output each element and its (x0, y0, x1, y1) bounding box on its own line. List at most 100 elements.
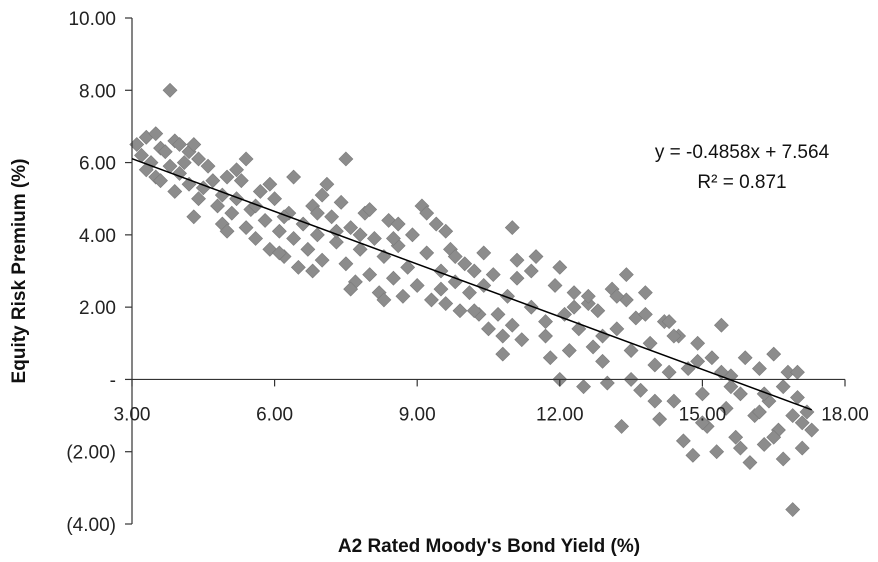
data-point (609, 321, 625, 337)
data-point (248, 231, 264, 246)
data-point (419, 245, 435, 261)
trendline-equation: y = -0.4858x + 7.564 (655, 142, 830, 163)
data-point (566, 299, 582, 315)
data-point (580, 288, 596, 304)
data-point (652, 411, 668, 427)
data-point (713, 317, 729, 333)
data-point (324, 209, 340, 225)
data-point (343, 220, 359, 236)
data-point (585, 339, 601, 355)
data-point (338, 151, 354, 167)
data-point (633, 382, 649, 398)
data-point (229, 162, 244, 178)
data-point (186, 209, 202, 225)
data-point (457, 256, 473, 272)
data-point (538, 314, 553, 330)
data-point (566, 285, 582, 301)
y-tick-label: 2.00 (79, 298, 116, 319)
data-point (271, 245, 287, 261)
data-point (362, 202, 378, 217)
data-point (191, 191, 206, 207)
data-point (737, 350, 753, 366)
trendline-r-squared: R² = 0.871 (697, 172, 786, 193)
data-point (495, 328, 511, 344)
data-point (694, 386, 710, 402)
data-point (205, 173, 221, 189)
x-axis-ticks: 3.00 6.00 9.00 12.00 15.00 18.00 (114, 379, 869, 425)
data-point (661, 364, 677, 380)
y-axis-ticks: 10.00 8.00 6.00 4.00 2.00 - (2.00) (4.00) (66, 9, 132, 536)
data-point (271, 223, 287, 239)
data-point (405, 227, 420, 243)
data-point (433, 281, 449, 297)
data-point (238, 151, 254, 167)
data-point (138, 162, 154, 178)
data-point (309, 227, 325, 243)
data-point (637, 285, 653, 301)
data-point (504, 317, 520, 333)
x-tick-label: 18.00 (821, 404, 869, 425)
data-point (186, 137, 202, 152)
data-point (595, 353, 611, 369)
y-tick-label: 4.00 (79, 226, 116, 247)
data-point (547, 278, 563, 293)
data-point (723, 379, 739, 395)
data-point (362, 267, 378, 283)
data-point (675, 433, 691, 449)
x-tick-label: 3.00 (114, 404, 151, 425)
data-point (167, 184, 183, 199)
data-point (148, 126, 164, 142)
data-point (466, 263, 482, 279)
data-point (424, 292, 439, 308)
data-point (756, 437, 772, 452)
data-point (733, 386, 748, 402)
data-point (523, 299, 539, 315)
data-point (561, 343, 577, 358)
data-point (504, 220, 520, 236)
y-tick-label: 8.00 (79, 81, 116, 102)
data-point (709, 444, 725, 460)
data-point (609, 288, 625, 304)
data-point (718, 400, 734, 416)
data-point (219, 169, 235, 185)
x-tick-label: 15.00 (679, 404, 727, 425)
data-point (485, 267, 501, 283)
data-point (538, 328, 553, 344)
data-point (614, 418, 630, 434)
data-point (214, 187, 230, 203)
data-point (514, 332, 530, 348)
data-point (466, 303, 482, 319)
data-point (804, 422, 820, 438)
data-point (438, 223, 454, 239)
data-point (338, 256, 354, 272)
x-tick-label: 6.00 (256, 404, 293, 425)
data-point (386, 270, 401, 286)
data-point (300, 241, 316, 257)
data-point (752, 404, 767, 420)
data-point (400, 259, 416, 275)
y-axis-title: Equity Risk Premium (%) (9, 159, 30, 384)
data-point (476, 245, 492, 261)
data-point (157, 144, 173, 160)
data-point (390, 216, 406, 232)
data-point (666, 328, 682, 344)
data-point (305, 263, 321, 279)
data-point (210, 198, 225, 214)
data-point (661, 314, 677, 330)
data-point (409, 278, 425, 293)
data-point (438, 296, 454, 311)
data-point (224, 205, 240, 221)
y-tick-label: 10.00 (68, 9, 116, 30)
data-point (552, 259, 568, 275)
data-point (290, 259, 306, 275)
data-point (153, 173, 168, 189)
data-point (785, 502, 801, 517)
data-point (576, 379, 591, 395)
data-point (262, 241, 278, 257)
data-point (238, 220, 254, 236)
data-point (500, 288, 515, 304)
data-point (452, 303, 468, 319)
data-point (286, 169, 302, 185)
data-point (328, 234, 344, 250)
data-point (447, 249, 463, 264)
